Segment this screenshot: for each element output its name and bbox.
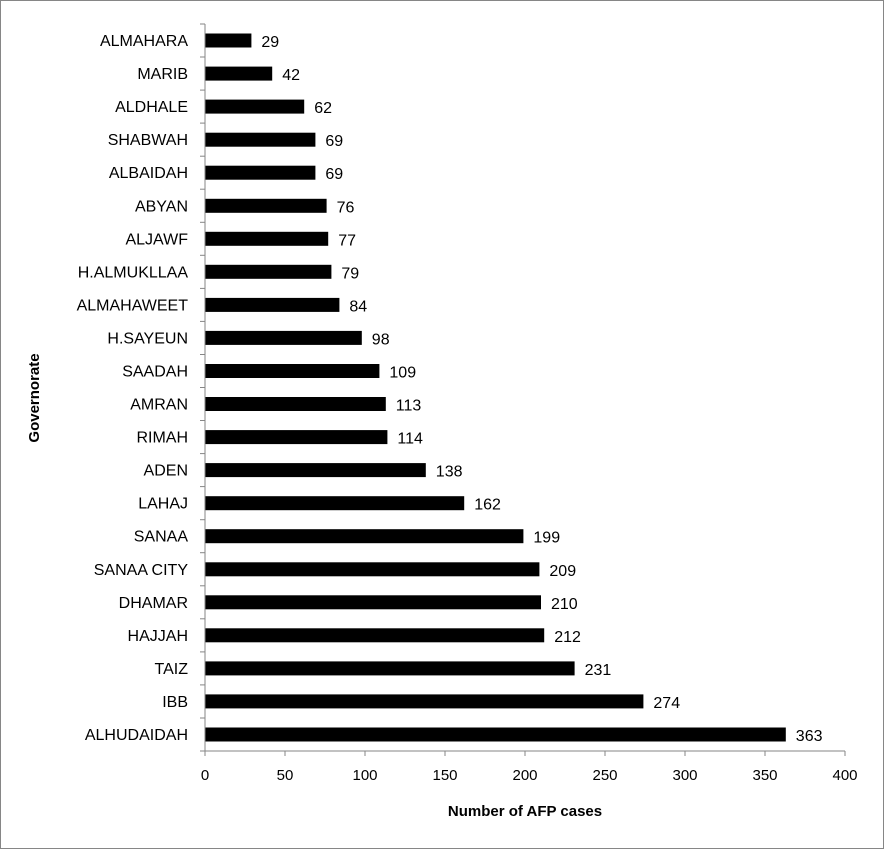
category-label-ibb: IBB	[162, 694, 188, 711]
x-tick-label-250: 250	[592, 767, 617, 784]
bar-ibb	[205, 694, 644, 709]
category-label-abyan: ABYAN	[135, 198, 188, 215]
value-label-ibb: 274	[653, 695, 680, 712]
bar-shabwah	[205, 132, 316, 147]
category-label-taiz: TAIZ	[155, 661, 189, 678]
category-labels: ALMAHARA MARIB ALDHALE SHABWAH ALBAIDAH ABYAN…	[77, 33, 189, 744]
value-label-alhudaidah: 363	[796, 728, 823, 745]
x-tick-label-50: 50	[277, 767, 294, 784]
value-label-sanaa: 199	[533, 530, 560, 547]
x-tick-label-350: 350	[752, 767, 777, 784]
category-label-amran: AMRAN	[130, 397, 188, 414]
value-label-dhamar: 210	[551, 596, 578, 613]
x-tick-label-400: 400	[832, 767, 857, 784]
x-tick-label-200: 200	[512, 767, 537, 784]
value-label-aldhale: 62	[314, 100, 332, 117]
bar-hajjah	[205, 628, 545, 643]
bar-taiz	[205, 661, 575, 676]
value-label-taiz: 231	[585, 662, 612, 679]
category-label-rimah: RIMAH	[136, 430, 188, 447]
value-label-aljawf: 77	[338, 232, 356, 249]
value-label-rimah: 114	[397, 431, 423, 448]
value-label-abyan: 76	[337, 199, 355, 216]
category-label-aldhale: ALDHALE	[115, 99, 188, 116]
value-label-almahara: 29	[261, 34, 279, 51]
category-label-h-almukllaa: H.ALMUKLLAA	[78, 264, 189, 281]
value-label-aden: 138	[436, 464, 463, 481]
bar-aljawf	[205, 231, 329, 246]
category-label-aljawf: ALJAWF	[125, 231, 188, 248]
bar-rimah	[205, 430, 388, 445]
bar-saadah	[205, 364, 380, 378]
x-tick-label-0: 0	[201, 767, 209, 784]
bar-abyan	[205, 198, 327, 213]
category-label-albaidah: ALBAIDAH	[109, 165, 188, 182]
category-label-hajjah: HAJJAH	[128, 628, 188, 645]
category-label-saadah: SAADAH	[122, 364, 188, 381]
value-label-shabwah: 69	[325, 133, 343, 150]
value-label-h-sayeun: 98	[372, 331, 390, 348]
x-axis-title: Number of AFP cases	[448, 803, 602, 820]
bar-h-almukllaa	[205, 264, 332, 279]
value-label-saadah: 109	[389, 365, 416, 382]
category-label-sanaa-city: SANAA CITY	[94, 562, 189, 579]
value-label-sanaa-city: 209	[549, 563, 576, 580]
bar-sanaa-city	[205, 562, 540, 577]
category-label-alhudaidah: ALHUDAIDAH	[85, 727, 188, 744]
bar-alhudaidah	[205, 727, 786, 742]
value-label-h-almukllaa: 79	[341, 265, 359, 282]
bar-marib	[205, 66, 273, 81]
x-tick-label-100: 100	[352, 767, 377, 784]
category-label-marib: MARIB	[137, 66, 188, 83]
category-label-almahara: ALMAHARA	[100, 33, 188, 50]
x-axis-ticks: 0 50 100 150 200 250 300 350 400	[201, 751, 858, 784]
y-axis-title: Governorate	[26, 353, 43, 442]
bars-group	[205, 33, 786, 742]
bar-lahaj	[205, 496, 465, 511]
x-tick-label-150: 150	[432, 767, 457, 784]
category-label-dhamar: DHAMAR	[119, 595, 188, 612]
bar-aldhale	[205, 99, 305, 114]
bar-aden	[205, 463, 426, 478]
category-label-almahaweet: ALMAHAWEET	[77, 297, 189, 314]
category-label-sanaa: SANAA	[134, 529, 189, 546]
category-label-h-sayeun: H.SAYEUN	[107, 330, 188, 347]
category-label-lahaj: LAHAJ	[138, 496, 188, 513]
bar-h-sayeun	[205, 330, 362, 345]
value-label-marib: 42	[282, 67, 300, 84]
value-label-albaidah: 69	[325, 166, 343, 183]
category-label-shabwah: SHABWAH	[108, 132, 188, 149]
value-label-amran: 113	[396, 398, 422, 415]
y-axis-ticks	[200, 23, 205, 752]
bar-dhamar	[205, 595, 541, 610]
x-tick-label-300: 300	[672, 767, 697, 784]
value-label-lahaj: 162	[474, 497, 501, 514]
bar-amran	[205, 397, 386, 411]
bar-albaidah	[205, 165, 316, 180]
bar-almahaweet	[205, 297, 340, 312]
value-label-hajjah: 212	[554, 629, 581, 646]
category-label-aden: ADEN	[144, 463, 188, 480]
bar-almahara	[205, 33, 252, 48]
bar-sanaa	[205, 529, 524, 544]
value-label-almahaweet: 84	[349, 298, 367, 315]
